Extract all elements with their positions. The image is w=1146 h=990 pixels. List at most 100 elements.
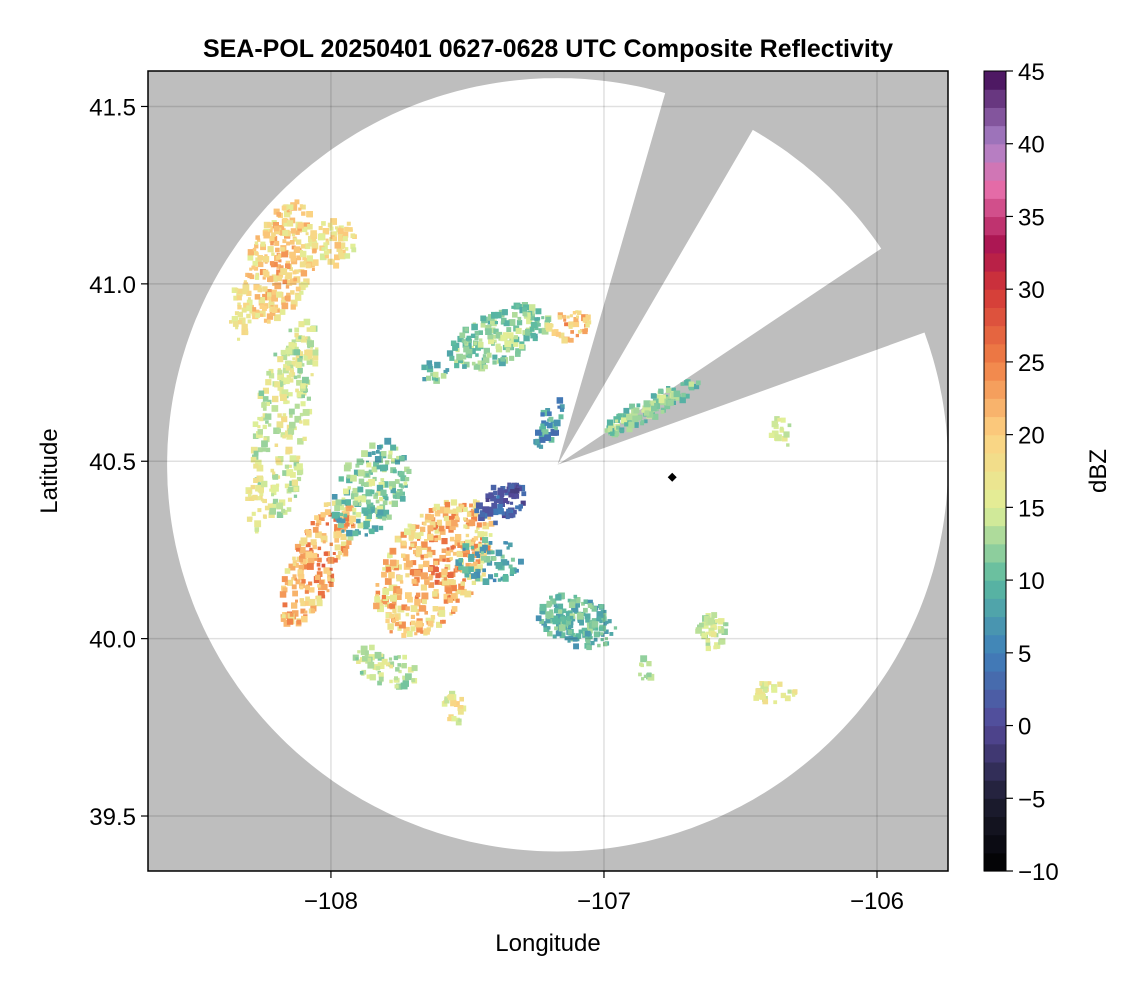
echo-cell [478,364,486,372]
echo-cell [554,605,559,610]
echo-cell [517,316,522,321]
echo-cell [546,422,553,429]
echo-cell [296,255,302,261]
echo-cell [331,578,335,582]
echo-cell [262,447,267,452]
echo-cell [487,516,492,520]
echo-cell [335,499,342,506]
echo-cell [377,605,384,613]
y-tick-label: 40.0 [89,627,136,654]
echo-cell [573,317,579,323]
echo-cell [407,666,414,673]
echo-cell [491,313,495,318]
echo-cell [463,517,467,521]
echo-cell [348,506,354,512]
echo-cell [254,275,260,280]
echo-cell [286,579,293,586]
echo-cell [485,328,492,335]
echo-cell [282,587,288,593]
echo-cell [246,299,253,306]
echo-cell [280,432,286,438]
echo-cell [427,534,434,541]
echo-cell [410,543,415,548]
echo-cell [310,608,316,614]
echo-cell [358,503,362,506]
echo-cell [510,501,514,505]
echo-cell [475,559,481,564]
echo-cell [376,505,383,512]
echo-cell [470,508,475,513]
echo-cell [598,626,604,631]
echo-cell [401,632,407,638]
echo-region [352,644,418,690]
echo-cell [256,496,261,501]
echo-cell [306,255,313,262]
echo-cell [487,333,494,340]
echo-cell [334,537,340,543]
echo-region [533,397,565,449]
echo-cell [414,632,418,636]
echo-cell [326,589,330,593]
echo-cell [711,612,718,618]
echo-cell [585,314,591,320]
echo-cell [576,612,584,620]
echo-cell [449,523,456,531]
echo-cell [402,675,407,680]
echo-region [474,482,527,526]
echo-cell [315,347,319,351]
echo-cell [430,549,436,556]
echo-cell [293,277,297,282]
echo-cell [381,451,387,457]
echo-cell [456,353,463,361]
echo-cell [460,504,465,509]
echo-cell [286,400,290,404]
echo-cell [269,236,275,241]
echo-cell [384,602,390,608]
echo-cell [305,596,310,602]
echo-cell [262,424,267,430]
echo-cell [318,226,323,231]
echo-cell [318,233,325,241]
echo-cell [573,321,580,328]
echo-region [753,681,798,705]
echo-cell [575,310,579,314]
echo-cell [348,227,353,232]
echo-cell [759,681,765,686]
echo-cell [285,295,291,301]
echo-cell [294,415,302,423]
echo-region [331,437,412,541]
echo-cell [400,531,407,538]
echo-cell [374,456,382,463]
echo-cell [545,408,551,413]
echo-cell [474,529,479,534]
echo-cell [607,427,613,433]
echo-cell [315,531,322,539]
echo-cell [323,242,328,247]
echo-cell [543,623,548,628]
echo-cell [380,464,387,472]
echo-cell [265,420,269,424]
colorbar-cell [984,234,1006,254]
echo-cell [466,575,472,580]
echo-cell [303,258,309,263]
echo-cell [559,632,566,639]
echo-cell [300,270,308,277]
echo-cell [346,529,353,537]
echo-cell [272,498,279,504]
site-marker [667,472,677,482]
echo-cell [285,263,291,269]
echo-cell [310,539,317,546]
echo-cell [450,499,458,506]
echo-cell [447,597,453,603]
echo-cell [465,522,469,526]
echo-cell [604,428,610,433]
echo-cell [290,299,298,307]
echo-cell [641,677,645,681]
echo-cell [425,513,431,520]
echo-cell [320,535,328,543]
echo-cell [447,572,454,578]
echo-cell [390,487,396,494]
echo-cell [266,370,271,376]
echo-cell [449,355,455,361]
y-tick-label: 41.5 [89,94,136,121]
